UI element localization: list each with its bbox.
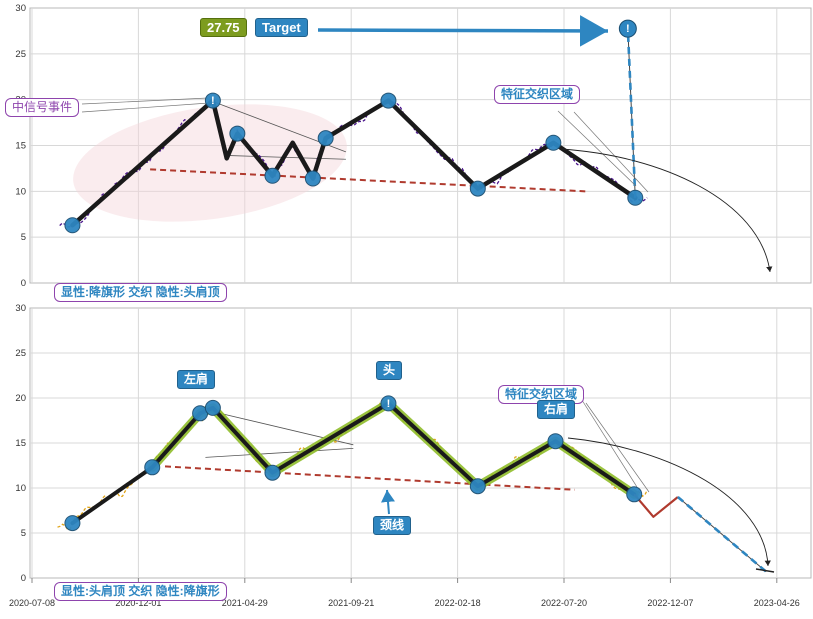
svg-text:2021-04-29: 2021-04-29 [222,598,268,608]
svg-text:!: ! [211,95,215,107]
svg-text:10: 10 [15,186,26,197]
feature-zone-label-bottom: 特征交织区域 [498,385,585,404]
svg-text:10: 10 [15,483,26,494]
pattern-status-bottom: 显性:头肩顶 交织 隐性:降旗形 [54,582,227,601]
target-value-badge: 27.75 [200,18,247,37]
head-label: 头 [376,361,403,380]
left-shoulder-label: 左肩 [177,370,216,389]
pattern-status-top: 显性:降旗形 交织 隐性:头肩顶 [54,283,227,302]
svg-text:25: 25 [15,348,26,359]
svg-text:2022-02-18: 2022-02-18 [435,598,481,608]
svg-text:2021-09-21: 2021-09-21 [328,598,374,608]
svg-text:2023-04-26: 2023-04-26 [754,598,800,608]
neckline-label: 颈线 [373,516,412,535]
target-label: Target [255,18,308,37]
svg-text:5: 5 [21,528,26,539]
svg-text:!: ! [387,398,391,410]
svg-text:2020-12-01: 2020-12-01 [115,598,161,608]
svg-text:2022-07-20: 2022-07-20 [541,598,587,608]
svg-text:15: 15 [15,141,26,152]
feature-zone-label-top: 特征交织区域 [494,85,581,104]
svg-text:5: 5 [21,232,26,243]
right-shoulder-label: 右肩 [537,400,576,419]
svg-text:2020-07-08: 2020-07-08 [9,598,55,608]
signal-event-label: 中信号事件 [5,98,80,117]
svg-text:20: 20 [15,393,26,404]
svg-text:25: 25 [15,49,26,60]
svg-text:0: 0 [21,573,26,584]
svg-text:30: 30 [15,3,26,14]
svg-text:2022-12-07: 2022-12-07 [647,598,693,608]
svg-text:30: 30 [15,303,26,314]
svg-text:15: 15 [15,438,26,449]
svg-text:!: ! [626,23,630,35]
svg-text:0: 0 [21,278,26,289]
